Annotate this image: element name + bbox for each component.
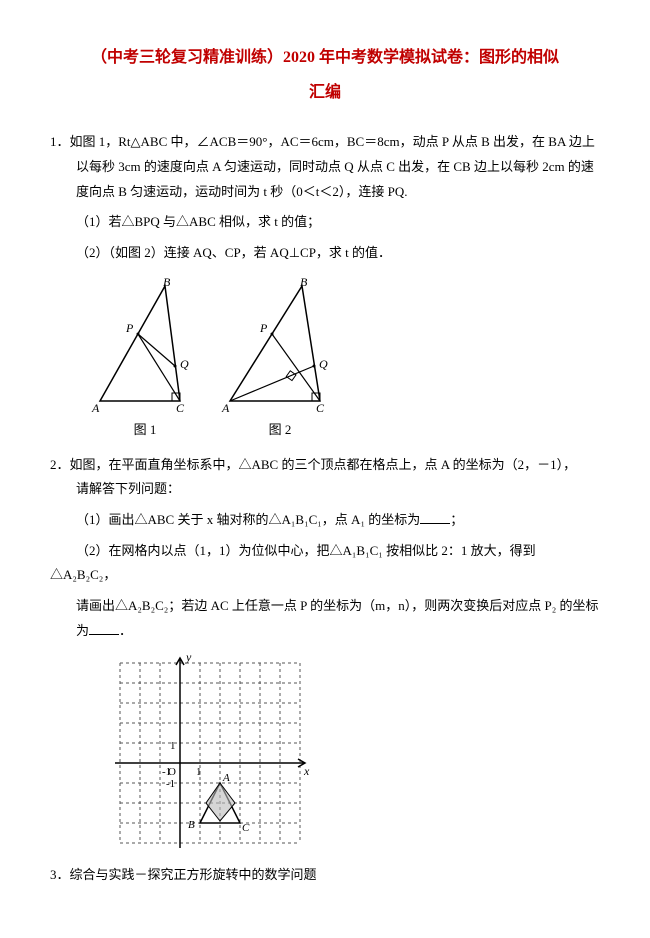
p2-stem-1: 2．如图，在平面直角坐标系中，△ABC 的三个顶点都在格点上，点 A 的坐标为（… (50, 453, 600, 478)
svg-text:C: C (316, 401, 325, 415)
p1-stem-2: 以每秒 3cm 的速度向点 A 匀速运动，同时动点 Q 从点 C 出发，在 CB… (50, 155, 600, 180)
title-line2: 汇编 (50, 75, 600, 110)
p1-q2: （2）（如图 2）连接 AQ、CP，若 AQ⊥CP，求 t 的值． (50, 241, 600, 266)
problem-2: 2．如图，在平面直角坐标系中，△ABC 的三个顶点都在格点上，点 A 的坐标为（… (50, 453, 600, 854)
blank-2 (89, 621, 119, 635)
coordinate-grid-figure: y x O 1 1 -1 -1 A B C (110, 653, 310, 853)
p2-q1-b: ； (450, 512, 463, 527)
p2-q1-a: （1）画出△ABC 关于 x 轴对称的△A₁B₁C₁，点 A₁ 的坐标为 (76, 512, 420, 527)
svg-text:P: P (259, 321, 268, 335)
svg-text:P: P (125, 321, 134, 335)
problem-3: 3．综合与实践－探究正方形旋转中的数学问题 (50, 863, 600, 888)
problem-1: 1．如图 1，Rt△ABC 中，∠ACB＝90°，AC＝6cm，BC＝8cm，动… (50, 130, 600, 442)
p2-q2-d: ． (119, 623, 132, 638)
svg-text:1: 1 (170, 740, 176, 752)
svg-text:y: y (185, 653, 192, 664)
title-line1: （中考三轮复习精准训练）2020 年中考数学模拟试卷：图形的相似 (50, 40, 600, 75)
svg-text:B: B (163, 276, 171, 289)
svg-text:x: x (303, 764, 310, 778)
p1-stem-3: 度向点 B 匀速运动，运动时间为 t 秒（0＜t＜2），连接 PQ. (50, 180, 600, 205)
svg-text:1: 1 (196, 766, 202, 778)
p3-stem: 3．综合与实践－探究正方形旋转中的数学问题 (50, 863, 600, 888)
fig2-label: 图 2 (220, 418, 340, 443)
p2-q2-line3: 为． (50, 619, 600, 644)
svg-text:C: C (176, 401, 185, 415)
fig1-label: 图 1 (90, 418, 200, 443)
svg-text:Q: Q (319, 357, 328, 371)
svg-text:-1: -1 (166, 778, 175, 790)
figure-2-icon: B P Q A C (220, 276, 340, 416)
svg-text:B: B (300, 276, 308, 289)
p2-q2-line1: （2）在网格内以点（1，1）为位似中心，把△A₁B₁C₁ 按相似比 2：1 放大… (50, 539, 600, 588)
p2-q2-line2: 请画出△A₂B₂C₂；若边 AC 上任意一点 P 的坐标为（m，n），则两次变换… (50, 594, 600, 619)
p2-stem-2: 请解答下列问题： (50, 477, 600, 502)
svg-text:-1: -1 (162, 766, 171, 778)
p2-q1: （1）画出△ABC 关于 x 轴对称的△A₁B₁C₁，点 A₁ 的坐标为 ； (50, 508, 600, 533)
figure-1-icon: B P Q A C (90, 276, 200, 416)
svg-text:A: A (221, 401, 230, 415)
svg-text:Q: Q (180, 357, 189, 371)
svg-text:B: B (188, 819, 195, 831)
blank-1 (420, 510, 450, 524)
p1-q1: （1）若△BPQ 与△ABC 相似，求 t 的值； (50, 210, 600, 235)
p1-stem-1: 1．如图 1，Rt△ABC 中，∠ACB＝90°，AC＝6cm，BC＝8cm，动… (50, 130, 600, 155)
p1-figures: B P Q A C 图 1 (90, 276, 600, 443)
p2-q2-c: 为 (76, 623, 89, 638)
svg-text:A: A (91, 401, 100, 415)
svg-text:C: C (242, 822, 250, 834)
svg-text:A: A (222, 772, 230, 784)
